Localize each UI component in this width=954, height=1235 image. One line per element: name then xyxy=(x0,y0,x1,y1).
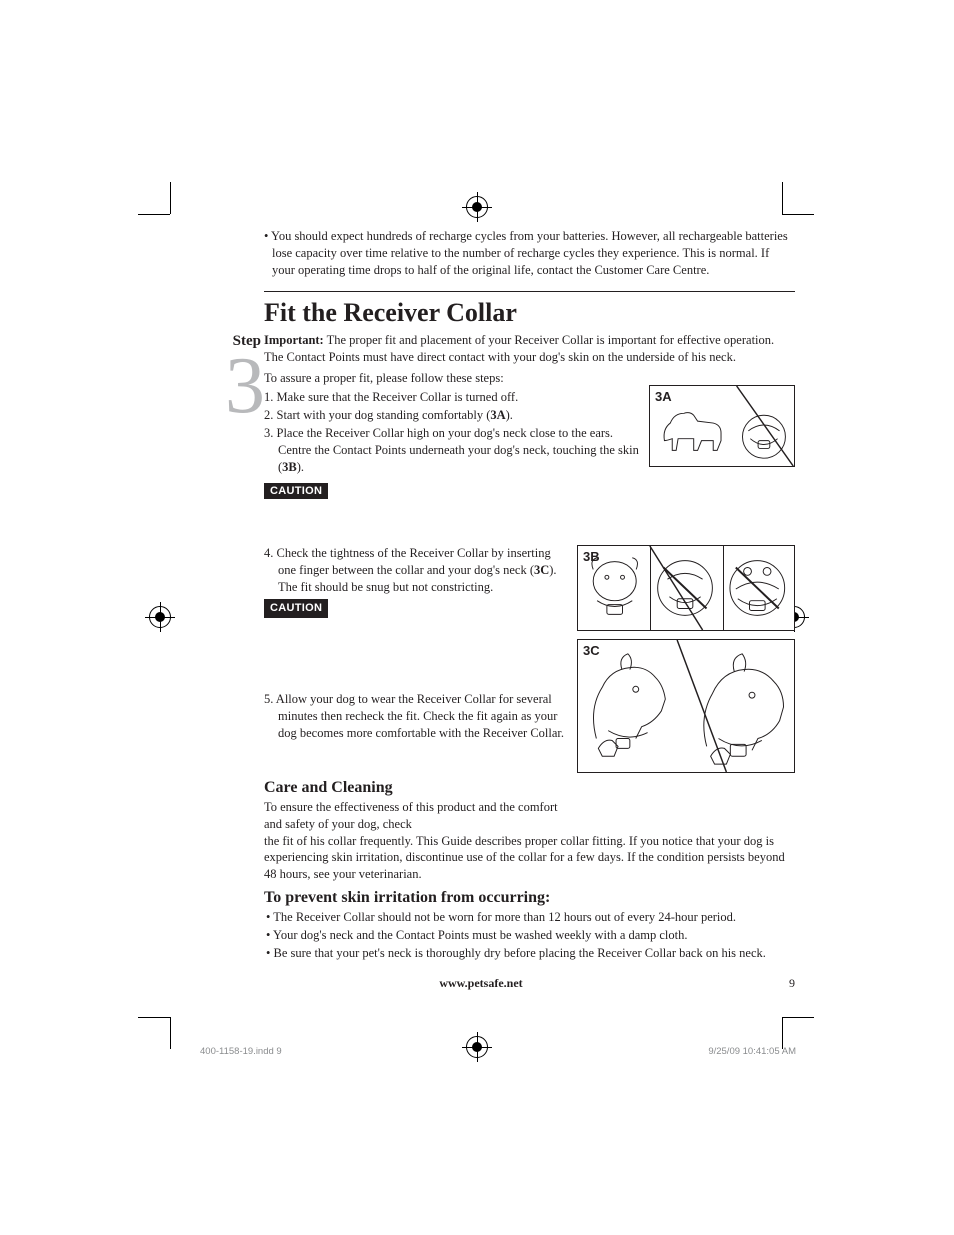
prevent-bullet-2: • Your dog's neck and the Contact Points… xyxy=(264,927,795,944)
page-title: Fit the Receiver Collar xyxy=(264,298,795,328)
caution-badge-1: CAUTION xyxy=(264,483,328,499)
footer-url: www.petsafe.net xyxy=(167,976,795,991)
important-label: Important: xyxy=(264,333,324,347)
battery-note-bullet: • You should expect hundreds of recharge… xyxy=(167,228,795,279)
important-text: The proper fit and placement of your Rec… xyxy=(264,333,774,364)
slug-timestamp: 9/25/09 10:41:05 AM xyxy=(708,1046,796,1057)
step-4-text: 4. Check the tightness of the Receiver C… xyxy=(264,545,567,618)
step-4-row: 4. Check the tightness of the Receiver C… xyxy=(264,545,795,631)
step-5-text: 5. Allow your dog to wear the Receiver C… xyxy=(264,639,567,742)
care-heading: Care and Cleaning xyxy=(264,779,795,797)
figure-3a: 3A xyxy=(649,385,795,467)
prevent-bullet-3: • Be sure that your pet's neck is thorou… xyxy=(264,945,795,962)
main-column: Fit the Receiver Collar Important: The p… xyxy=(264,298,795,962)
page-footer: www.petsafe.net 9 xyxy=(167,976,795,991)
step-4: 4. Check the tightness of the Receiver C… xyxy=(264,545,567,596)
steps-1-3-row: 1. Make sure that the Receiver Collar is… xyxy=(264,389,795,476)
figure-3c: 3C xyxy=(577,639,795,773)
prevent-bullet-1: • The Receiver Collar should not be worn… xyxy=(264,909,795,926)
step-1: 1. Make sure that the Receiver Collar is… xyxy=(264,389,639,406)
page-number: 9 xyxy=(789,976,795,991)
caution-badge-2: CAUTION xyxy=(264,599,328,618)
print-slug: 400-1158-19.indd 9 9/25/09 10:41:05 AM xyxy=(200,1046,796,1057)
figure-3c-illustration xyxy=(578,640,794,772)
prevent-heading: To prevent skin irritation from occurrin… xyxy=(264,889,795,907)
figure-3b: 3B xyxy=(577,545,795,631)
crop-mark xyxy=(782,182,783,214)
crop-mark xyxy=(782,1017,783,1049)
crop-mark xyxy=(782,214,814,215)
step-5-row: 5. Allow your dog to wear the Receiver C… xyxy=(264,639,795,773)
assure-text: To assure a proper fit, please follow th… xyxy=(264,371,795,386)
care-para-1: To ensure the effectiveness of this prod… xyxy=(264,799,564,833)
step-5: 5. Allow your dog to wear the Receiver C… xyxy=(264,691,567,742)
important-paragraph: Important: The proper fit and placement … xyxy=(264,332,795,366)
step-3: 3. Place the Receiver Collar high on you… xyxy=(264,425,639,476)
step-indicator: Step 3 xyxy=(205,333,261,420)
page-content: • You should expect hundreds of recharge… xyxy=(167,228,795,963)
step-2: 2. Start with your dog standing comforta… xyxy=(264,407,639,424)
crop-mark xyxy=(138,214,170,215)
slug-filename: 400-1158-19.indd 9 xyxy=(200,1046,282,1057)
section-divider xyxy=(264,291,795,292)
care-para-2: the fit of his collar frequently. This G… xyxy=(264,833,795,884)
registration-mark-icon xyxy=(466,196,488,218)
figure-3a-illustration xyxy=(650,386,794,466)
prevent-bullets: • The Receiver Collar should not be worn… xyxy=(264,909,795,962)
step-number: 3 xyxy=(205,352,261,420)
steps-list: 1. Make sure that the Receiver Collar is… xyxy=(264,389,639,476)
figure-3b-illustration xyxy=(578,546,794,630)
crop-mark xyxy=(170,182,171,214)
crop-mark xyxy=(782,1017,814,1018)
crop-mark xyxy=(138,1017,170,1018)
crop-mark xyxy=(170,1017,171,1049)
